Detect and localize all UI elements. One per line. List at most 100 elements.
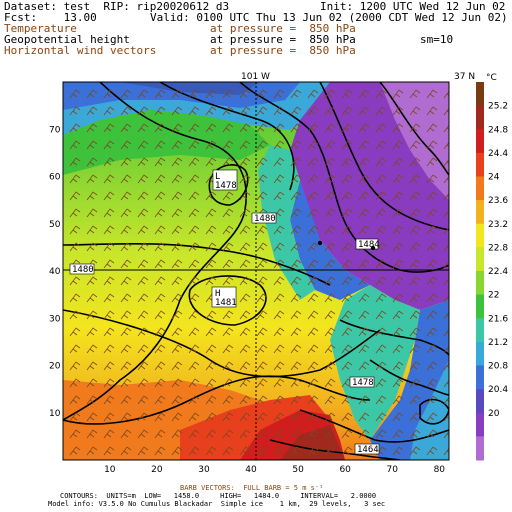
- wind-barb: [358, 344, 370, 354]
- wind-barb: [392, 395, 404, 405]
- wind-barb: [426, 242, 438, 252]
- wind-barb: [409, 225, 421, 235]
- wind-barb: [103, 259, 115, 269]
- wind-barb: [137, 140, 149, 150]
- wind-barb: [426, 327, 438, 337]
- wind-barb: [443, 294, 449, 303]
- wind-barb: [103, 412, 115, 422]
- wind-barb: [154, 378, 166, 388]
- x-tick-label: 10: [104, 465, 116, 475]
- colorbar-label: 20: [488, 409, 500, 419]
- wind-barb: [69, 157, 81, 167]
- wind-barb: [341, 344, 353, 354]
- wind-barb: [69, 174, 81, 184]
- wind-barb: [69, 327, 81, 337]
- wind-barb: [256, 446, 268, 456]
- wind-barb: [103, 123, 115, 133]
- wind-barb: [120, 208, 132, 218]
- colorbar-label: 23.2: [488, 220, 508, 230]
- wind-barb: [409, 259, 421, 269]
- colorbar-unit: °C: [486, 73, 497, 83]
- map-frame: [62, 81, 450, 461]
- wind-barb: [188, 293, 200, 303]
- wind-barb: [137, 208, 149, 218]
- wind-barb: [324, 378, 336, 388]
- wind-barb: [205, 106, 217, 116]
- wind-barb: [341, 446, 353, 456]
- wind-barb: [443, 107, 449, 116]
- wind-barb: [222, 123, 234, 133]
- wind-barb: [239, 242, 251, 252]
- wind-barb: [188, 259, 200, 269]
- svg-text:1481: 1481: [215, 298, 237, 308]
- wind-barb: [290, 310, 302, 320]
- wind-barb: [171, 89, 183, 99]
- wind-barb: [154, 191, 166, 201]
- wind-barb: [307, 259, 319, 269]
- wind-barb: [375, 191, 387, 201]
- wind-barb: [273, 293, 285, 303]
- wind-barb: [222, 208, 234, 218]
- wind-barb: [409, 327, 421, 337]
- wind-barb: [205, 429, 217, 439]
- wind-barb: [137, 412, 149, 422]
- field-wind-label: Horizontal wind vectors: [4, 44, 157, 57]
- wind-barb: [154, 395, 166, 405]
- wind-barb: [222, 157, 234, 167]
- wind-barb: [307, 174, 319, 184]
- wind-barb: [239, 140, 251, 150]
- wind-barb: [205, 378, 217, 388]
- init-time: Init: 1200 UTC Wed 12 Jun 02: [320, 0, 506, 13]
- wind-barb: [273, 89, 285, 99]
- field-temperature-level: at pressure = 850 hPa: [210, 22, 356, 35]
- colorbar-label: 22: [488, 291, 499, 301]
- wind-barb: [86, 89, 98, 99]
- contour-label-1480a: 1480: [254, 214, 276, 224]
- wind-barb: [392, 174, 404, 184]
- colorbar-swatch: [476, 176, 484, 201]
- wind-barb: [69, 276, 81, 286]
- field-height-level: at pressure = 850 hPa: [210, 33, 356, 46]
- wind-barb: [86, 429, 98, 439]
- wind-barb: [222, 429, 234, 439]
- dataset-label: Dataset: test RIP: rip20020612 d3: [4, 0, 230, 13]
- colorbar-swatch: [476, 271, 484, 296]
- wind-barb: [324, 293, 336, 303]
- wind-barb: [205, 344, 217, 354]
- wind-barb: [171, 378, 183, 388]
- wind-barb: [392, 106, 404, 116]
- wind-barb: [409, 174, 421, 184]
- wind-barb: [222, 106, 234, 116]
- wind-barb: [120, 89, 132, 99]
- wind-barb: [137, 174, 149, 184]
- wind-barb: [256, 242, 268, 252]
- wind-barb: [341, 327, 353, 337]
- wind-barb: [307, 446, 319, 456]
- x-tick-label: 30: [198, 465, 210, 475]
- wind-barb: [154, 242, 166, 252]
- wind-barb: [409, 378, 421, 388]
- wind-barb: [188, 429, 200, 439]
- wind-barb: [154, 225, 166, 235]
- wind-barb: [154, 140, 166, 150]
- wind-barb: [358, 310, 370, 320]
- wind-barb: [341, 89, 353, 99]
- wind-barb: [86, 378, 98, 388]
- wind-barb: [171, 140, 183, 150]
- wind-barb: [256, 429, 268, 439]
- wind-barb: [324, 446, 336, 456]
- wind-barb: [273, 310, 285, 320]
- wind-barb: [290, 378, 302, 388]
- wind-barb: [426, 123, 438, 133]
- wind-barb: [239, 378, 251, 388]
- x-tick-label: 50: [292, 465, 304, 475]
- colorbar-label: 22.8: [488, 243, 508, 253]
- wind-barb: [171, 344, 183, 354]
- wind-barb: [239, 208, 251, 218]
- wind-barb: [307, 140, 319, 150]
- wind-barb: [154, 429, 166, 439]
- wind-barb: [205, 276, 217, 286]
- wind-barb: [188, 395, 200, 405]
- wind-barb: [324, 395, 336, 405]
- wind-barb: [307, 327, 319, 337]
